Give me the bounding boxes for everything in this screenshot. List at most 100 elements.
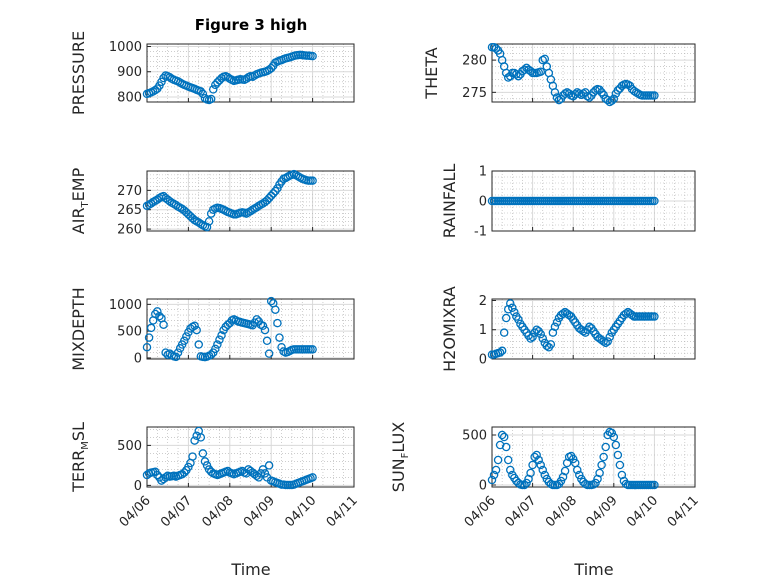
data-point xyxy=(153,307,162,316)
data-point xyxy=(609,432,619,442)
data-point xyxy=(180,468,189,477)
y-tick-label: 0 xyxy=(479,479,487,494)
data-point xyxy=(579,326,588,336)
data-point xyxy=(585,93,594,102)
data-point xyxy=(277,342,286,352)
data-point xyxy=(252,315,261,324)
y-tick-label: 900 xyxy=(117,65,142,80)
x-axis-label: Time xyxy=(230,560,270,579)
data-point xyxy=(528,460,537,470)
x-tick-label: 04/10 xyxy=(624,493,661,530)
data-point xyxy=(192,325,201,335)
data-point xyxy=(180,336,189,346)
data-point xyxy=(510,307,519,317)
data-point xyxy=(188,452,197,461)
y-tick-label: 500 xyxy=(117,439,142,454)
data-point xyxy=(621,309,631,318)
data-point xyxy=(173,348,183,357)
data-point xyxy=(208,85,218,94)
x-axis-label: Time xyxy=(573,560,613,579)
data-point xyxy=(532,450,541,460)
data-point xyxy=(609,94,619,104)
y-axis-label-sun-flux: SUNFLUX xyxy=(389,422,411,492)
data-point xyxy=(617,81,627,91)
data-point xyxy=(522,478,531,488)
gridlines xyxy=(491,299,696,360)
data-point xyxy=(536,67,545,76)
panel-terr-msl: 0 500 04/06 04/07 04/08 04/09 04/10 04/11 TERR… xyxy=(69,422,361,579)
y-tick-label: 0 xyxy=(134,479,142,494)
y-tick-label: 500 xyxy=(117,325,142,340)
gridlines xyxy=(146,298,355,359)
data-point xyxy=(589,480,598,489)
data-point xyxy=(508,303,517,313)
data-point xyxy=(599,452,608,462)
panel-mixdepth: 0 500 1000 MIXDEPTH xyxy=(69,287,355,371)
data-point xyxy=(552,318,562,327)
data-point xyxy=(242,469,251,478)
axes-box xyxy=(491,43,696,103)
y-ticks: 0 500 1000 xyxy=(109,298,355,366)
data-points xyxy=(487,42,659,107)
data-point xyxy=(262,196,272,205)
data-point xyxy=(605,332,614,342)
data-point xyxy=(206,94,216,104)
x-tick-label: 04/10 xyxy=(282,493,319,530)
data-point xyxy=(269,189,278,198)
data-point xyxy=(520,480,529,490)
data-point xyxy=(144,333,154,342)
data-point xyxy=(223,73,232,82)
data-point xyxy=(217,331,226,340)
data-point xyxy=(196,433,206,442)
axes-box xyxy=(146,43,355,103)
data-point xyxy=(583,91,592,101)
y-axis-label: H2OMIXRA xyxy=(440,286,459,372)
data-point xyxy=(266,63,276,73)
data-point xyxy=(528,332,537,342)
data-points xyxy=(487,196,659,206)
data-point xyxy=(159,320,168,329)
data-point xyxy=(155,311,164,321)
data-point xyxy=(548,328,558,337)
y-tick-label: 1 xyxy=(479,165,487,180)
y-axis-label: MIXDEPTH xyxy=(69,287,88,370)
data-point xyxy=(650,196,659,206)
data-point xyxy=(308,176,317,185)
data-point xyxy=(146,323,156,333)
data-point xyxy=(540,54,550,64)
y-axis-label: RAINFALL xyxy=(440,164,459,239)
data-point xyxy=(650,91,659,100)
data-point xyxy=(237,466,247,476)
y-tick-label: 0 xyxy=(134,351,142,366)
panel-air-temp: 260 265 270 AIRTEMP xyxy=(69,167,355,238)
data-point xyxy=(200,457,210,466)
data-point xyxy=(503,455,513,465)
data-point xyxy=(597,460,606,470)
data-point xyxy=(273,318,282,328)
data-point xyxy=(196,87,206,96)
data-point xyxy=(142,342,152,352)
data-point xyxy=(570,90,580,99)
data-point xyxy=(506,299,515,308)
data-point xyxy=(575,470,584,480)
data-point xyxy=(573,465,582,475)
data-point xyxy=(266,296,276,306)
y-axis-label-terr-msl: TERRMSL xyxy=(69,422,91,493)
data-point xyxy=(491,44,501,53)
y-tick-label: 500 xyxy=(462,429,487,444)
y-tick-label: 280 xyxy=(462,54,487,69)
data-point xyxy=(497,430,507,440)
data-point xyxy=(262,336,272,346)
data-points xyxy=(487,299,659,359)
data-point xyxy=(550,88,560,97)
y-tick-label: 1000 xyxy=(109,298,142,313)
data-point xyxy=(215,335,224,344)
y-tick-label: 265 xyxy=(117,203,142,218)
data-point xyxy=(526,468,535,478)
data-point xyxy=(171,352,181,362)
data-points xyxy=(487,427,659,490)
data-point xyxy=(213,340,222,349)
data-point xyxy=(202,222,212,232)
data-points xyxy=(142,426,317,490)
